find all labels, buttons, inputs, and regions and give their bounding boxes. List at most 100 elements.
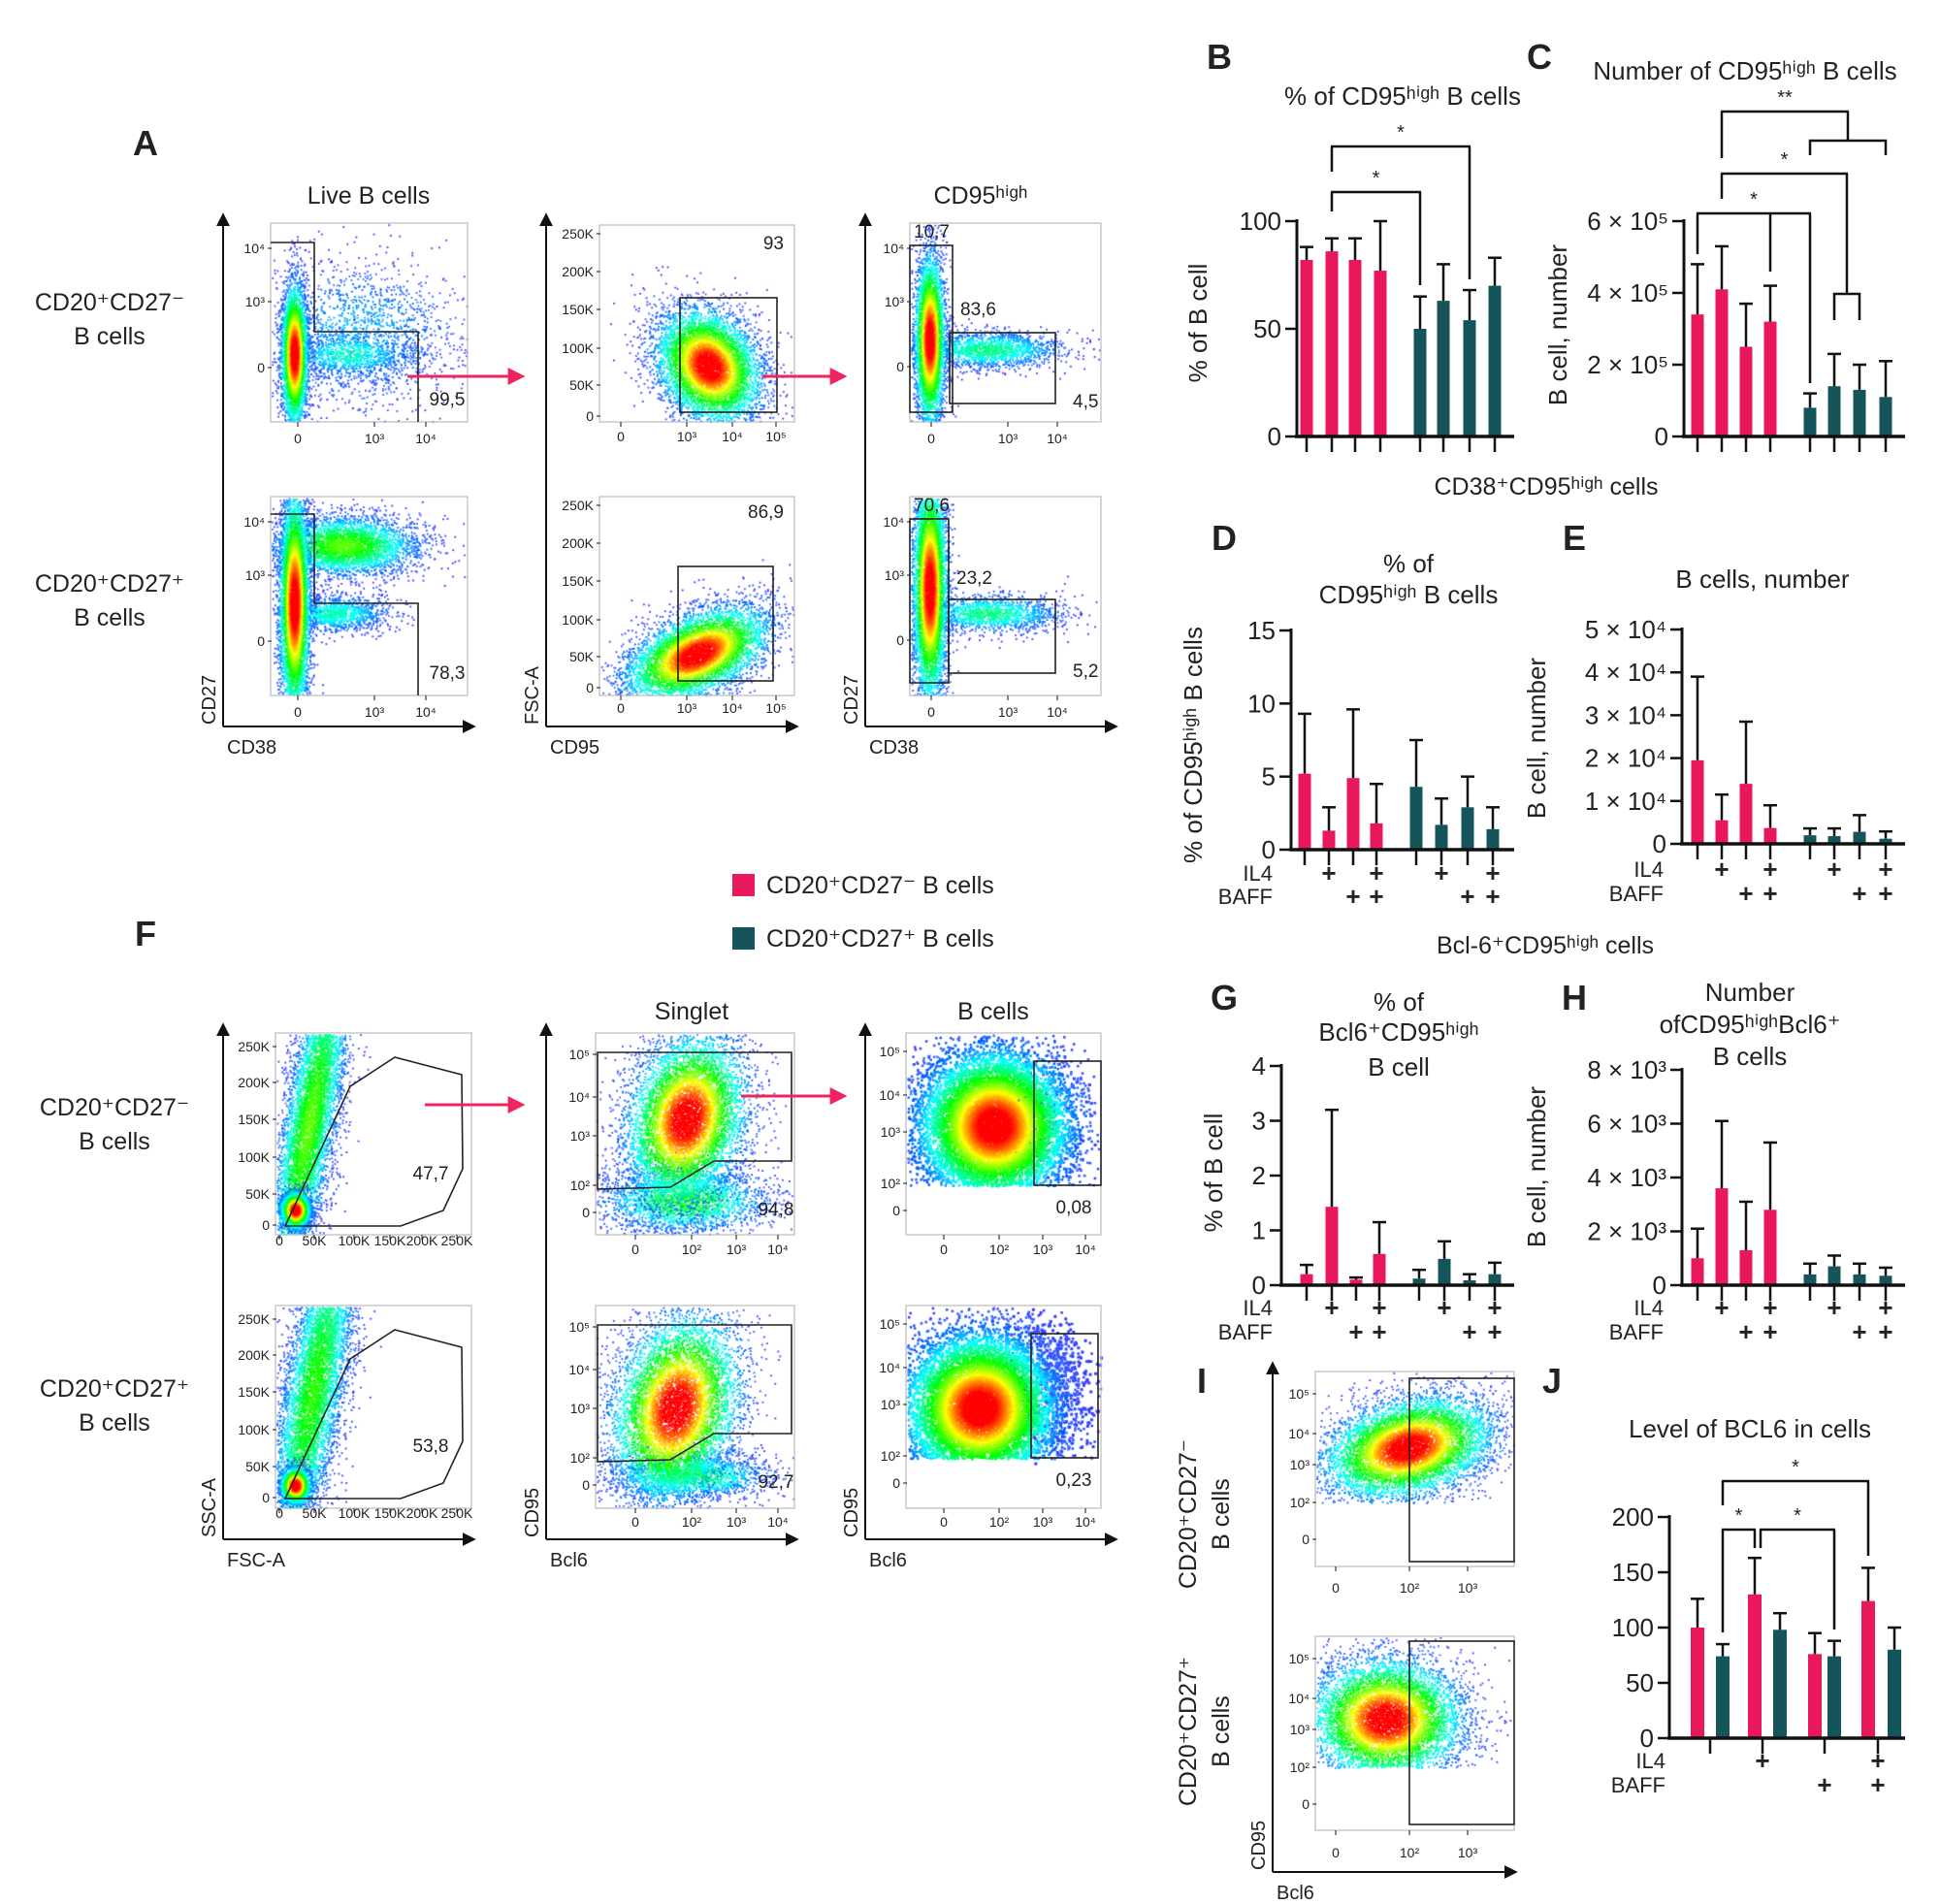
flow-x-tick-label: 0 — [617, 429, 625, 444]
y-axis-label: % of CD95ʰⁱᵍʰ B cells — [1179, 627, 1208, 863]
y-tick-label: 2 — [1252, 1161, 1266, 1190]
chart-title: % of — [1374, 987, 1425, 1017]
flow-y-tick-label: 10⁵ — [1289, 1651, 1310, 1666]
flow-gate-value: 83,6 — [960, 300, 996, 320]
panel-label-g: G — [1211, 978, 1238, 1017]
chart-title: B cell — [1368, 1052, 1430, 1081]
bar-j — [1808, 1654, 1822, 1738]
plus-il4: + — [1827, 1293, 1841, 1322]
flow-gate-value: 92,7 — [759, 1472, 794, 1493]
flow-x-tick-label: 10² — [989, 1514, 1010, 1530]
flow-plot-frame — [1314, 1635, 1515, 1831]
panel-label-d: D — [1212, 518, 1237, 558]
flow-y-tick-label: 200K — [238, 1347, 270, 1363]
flow-x-tick-label: 10⁴ — [722, 700, 743, 716]
flow-x-tick-label: 10³ — [1033, 1514, 1053, 1530]
flow-x-tick-label: 10⁴ — [767, 1242, 789, 1257]
bar-c — [1803, 407, 1817, 436]
bar-j — [1748, 1594, 1762, 1738]
bar-b — [1437, 301, 1450, 436]
plus-il4: + — [1485, 858, 1500, 887]
panel-label-f: F — [135, 914, 156, 953]
condition-label-baff: BAFF — [1609, 882, 1664, 906]
bar-j — [1827, 1656, 1841, 1738]
axis-label-y: CD95 — [522, 1488, 543, 1537]
chart-title: Bcl6⁺CD95ʰⁱᵍʰ — [1318, 1017, 1478, 1047]
y-tick-label: 0 — [1640, 1724, 1654, 1753]
flow-y-tick-label: 100K — [238, 1149, 270, 1165]
flow-plot-frame — [598, 224, 795, 423]
flow-y-tick-label: 250K — [238, 1039, 270, 1054]
flow-y-tick-label: 0 — [262, 1217, 270, 1233]
bar-c — [1715, 289, 1729, 436]
flow-x-tick-label: 10⁴ — [1075, 1242, 1096, 1257]
significance-label: ** — [1777, 87, 1793, 109]
flow-gate — [283, 1329, 464, 1500]
bar-b — [1300, 259, 1313, 436]
bar-h — [1803, 1274, 1817, 1285]
y-tick-label: 15 — [1247, 616, 1276, 645]
y-tick-label: 50 — [1626, 1668, 1654, 1697]
plus-baff: + — [1738, 879, 1753, 908]
flow-y-tick-label: 100K — [562, 612, 594, 628]
bar-b — [1348, 259, 1362, 436]
flow-y-tick-label: 10² — [881, 1176, 901, 1191]
flow-x-tick-label: 100K — [339, 1233, 371, 1248]
flow-y-tick-label: 0 — [582, 1477, 590, 1493]
flow-gate — [909, 518, 950, 684]
y-axis-label: B cell, number — [1522, 658, 1551, 820]
flow-x-tick-label: 10³ — [998, 431, 1018, 446]
y-tick-label: 3 — [1252, 1107, 1266, 1136]
y-tick-label: 4 × 10³ — [1587, 1163, 1666, 1192]
chart-title: ofCD95ʰⁱᵍʰBcl6⁺ — [1660, 1010, 1841, 1039]
plus-il4: + — [1762, 1293, 1777, 1322]
flow-x-tick-label: 0 — [940, 1514, 948, 1530]
flow-x-tick-label: 10⁴ — [767, 1514, 789, 1530]
plus-il4: + — [1714, 1293, 1729, 1322]
flow-plot-frame — [598, 496, 795, 696]
flow-x-tick-label: 0 — [1332, 1580, 1340, 1596]
bar-g — [1373, 1253, 1386, 1285]
flow-gate-value: 94,8 — [759, 1200, 794, 1220]
y-tick-label: 8 × 10³ — [1587, 1055, 1666, 1084]
plus-baff: + — [1878, 1317, 1892, 1346]
flow-x-tick-label: 10³ — [1033, 1242, 1053, 1257]
bar-e — [1691, 759, 1704, 844]
flow-gate — [1408, 1377, 1515, 1563]
bar-c — [1879, 397, 1892, 436]
bar-d — [1486, 828, 1500, 850]
flow-y-tick-label: 10⁴ — [879, 1360, 900, 1375]
flow-y-tick-label: 0 — [586, 680, 594, 695]
flow-gate-value: 47,7 — [413, 1164, 449, 1184]
flow-y-tick-label: 10³ — [1290, 1722, 1310, 1737]
flow-gate-value: 23,2 — [956, 568, 992, 589]
flow-x-tick-label: 10⁵ — [765, 429, 786, 444]
bar-d — [1409, 787, 1423, 850]
column-title: B cells — [957, 998, 1029, 1025]
flow-plot-frame — [595, 1305, 795, 1509]
panel-label-c: C — [1527, 37, 1552, 77]
flow-y-tick-label: 10³ — [881, 1397, 901, 1412]
column-title: Live B cells — [307, 182, 430, 210]
flow-x-tick-label: 0 — [1332, 1845, 1340, 1860]
flow-y-tick-label: 250K — [238, 1311, 270, 1327]
bar-g — [1325, 1207, 1339, 1285]
flow-y-tick-label: 10³ — [245, 567, 266, 583]
significance-label: * — [1735, 1505, 1743, 1527]
plus-baff: + — [1817, 1770, 1831, 1799]
plus-baff: + — [1460, 882, 1474, 911]
bar-e — [1879, 838, 1892, 844]
bar-h — [1715, 1188, 1729, 1285]
flow-gate — [677, 565, 774, 682]
chart-title: % of — [1383, 549, 1435, 578]
flow-y-tick-label: 150K — [562, 573, 594, 589]
flow-x-tick-label: 10⁴ — [1047, 704, 1068, 720]
flow-x-tick-label: 200K — [406, 1233, 438, 1248]
plus-baff: + — [1762, 879, 1777, 908]
flow-y-tick-label: 0 — [1302, 1796, 1310, 1812]
bar-g — [1463, 1279, 1476, 1285]
y-axis-label: % of B cell — [1199, 1113, 1228, 1233]
row-label: CD20⁺CD27⁺ — [35, 570, 184, 597]
